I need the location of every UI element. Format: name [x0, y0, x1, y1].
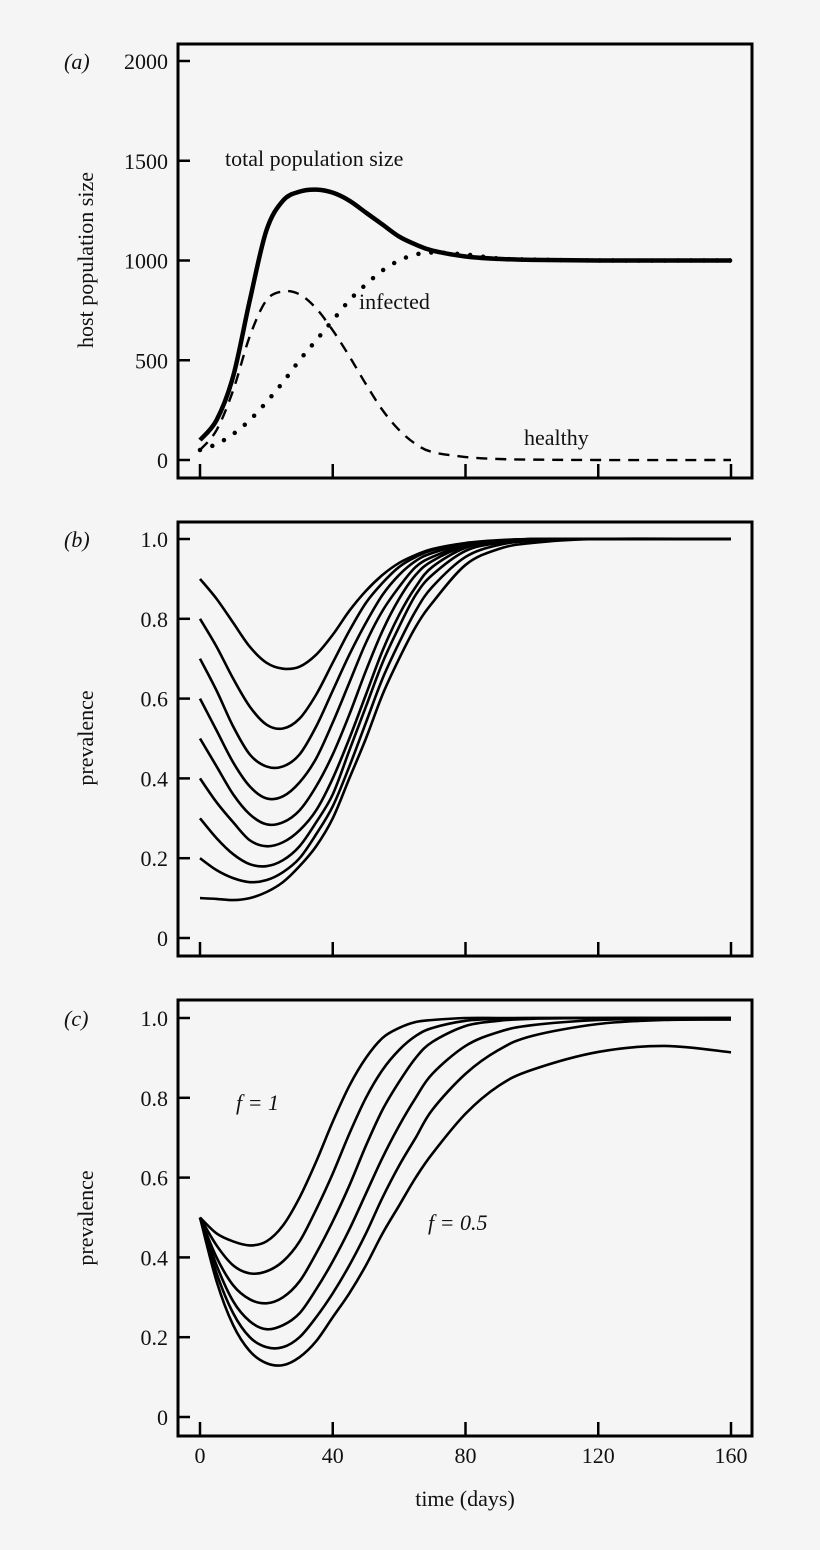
panel-a-ytick-label: 0 [157, 448, 168, 473]
panel-c-label: (c) [64, 1006, 88, 1031]
panel-b-curve-7 [199, 537, 732, 868]
panel-c-ytick-label: 1.0 [141, 1006, 169, 1031]
panel-a-label: (a) [64, 49, 90, 74]
panel-b-ytick-label: 0.4 [141, 766, 169, 791]
panel-b-label: (b) [64, 527, 90, 552]
x-tick-label: 120 [582, 1443, 615, 1468]
series-healthy [199, 289, 732, 462]
label-healthy: healthy [524, 425, 589, 450]
panel-c-curve-4 [198, 1016, 732, 1331]
panel-b-curve-9 [199, 537, 732, 902]
panel-c-ytick-label: 0 [157, 1405, 168, 1430]
series-total-population-size [198, 187, 732, 442]
plot-marks: 0 500 1000 1500 2000 0 0.2 0.4 0.6 0.8 1.0 0 0.2 0.4 0… [124, 42, 754, 1468]
x-tick-label: 40 [322, 1443, 344, 1468]
annotation-f-0-5: f = 0.5 [428, 1210, 487, 1235]
x-axis-label: time (days) [415, 1486, 515, 1511]
x-tick-label: 0 [195, 1443, 206, 1468]
panel-b-ytick-label: 0.2 [141, 846, 169, 871]
annotation-f-1: f = 1 [236, 1090, 279, 1115]
panel-a-ylabel: host population size [73, 172, 98, 348]
panel-c-ytick-label: 0.6 [141, 1166, 169, 1191]
panel-c-ylabel: prevalence [73, 1170, 98, 1265]
panel-c-curve-6 [198, 1044, 732, 1367]
x-tick-label: 160 [715, 1443, 748, 1468]
panel-c-ytick-label: 0.8 [141, 1086, 169, 1111]
panel-c-curve-5 [198, 1018, 732, 1350]
panel-b-ytick-label: 0 [157, 926, 168, 951]
panel-b-ytick-label: 0.8 [141, 607, 169, 632]
label-infected: infected [359, 289, 430, 314]
panel-b-curve-8 [199, 537, 732, 884]
panel-c-ytick-label: 0.2 [141, 1325, 169, 1350]
panel-b-ytick-label: 0.6 [141, 687, 169, 712]
panel-a-ytick-label: 1500 [124, 149, 168, 174]
panel-a-ytick-label: 2000 [124, 49, 168, 74]
label-total-population: total population size [225, 146, 403, 171]
series-infected [197, 250, 734, 453]
panel-a-ytick-label: 1000 [124, 249, 168, 274]
panel-c-curve-3 [198, 1016, 731, 1305]
panel-c-ytick-label: 0.4 [141, 1245, 169, 1270]
x-tick-label: 80 [455, 1443, 477, 1468]
panel-b-ytick-label: 1.0 [141, 527, 169, 552]
panel-a-ytick-label: 500 [135, 348, 168, 373]
panel-b-ylabel: prevalence [73, 690, 98, 785]
